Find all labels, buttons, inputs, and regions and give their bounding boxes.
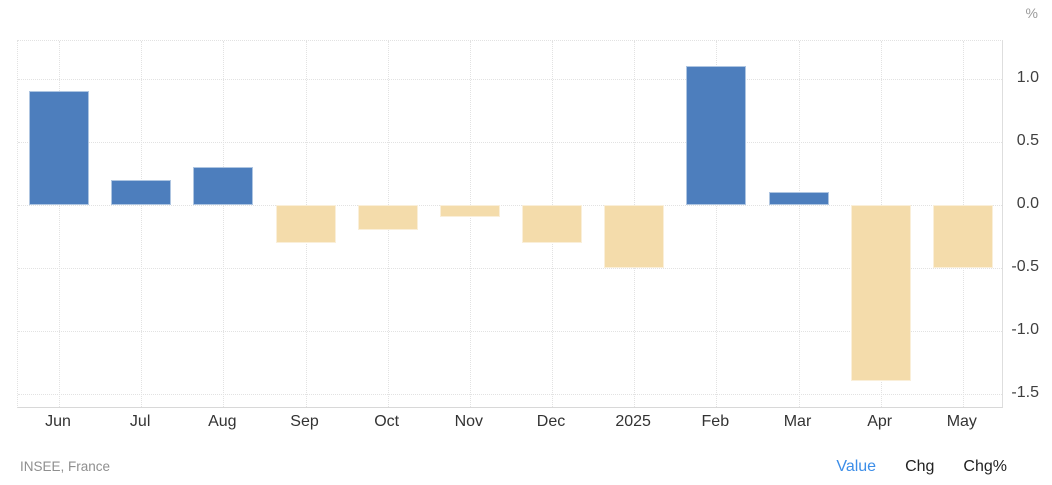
horizontal-gridline: [18, 78, 1002, 80]
y-axis-tick-label: 0.0: [1016, 194, 1039, 212]
horizontal-gridline: [18, 330, 1002, 332]
vertical-gridline: [59, 41, 61, 407]
x-axis-tick-label: Apr: [867, 413, 893, 430]
vertical-gridline: [716, 41, 718, 407]
chart-bar-2025[interactable]: [604, 204, 665, 268]
y-axis-tick-label: -0.5: [1011, 257, 1039, 275]
x-axis-tick-label: Sep: [290, 413, 319, 430]
chart-bar-dec[interactable]: [522, 204, 583, 243]
tab-value[interactable]: Value: [836, 458, 877, 475]
tab-chg[interactable]: Chg: [905, 458, 935, 475]
horizontal-gridline: [18, 267, 1002, 269]
chart-bar-jul[interactable]: [111, 179, 172, 205]
chart-bar-may[interactable]: [932, 204, 993, 268]
y-axis-tick-label: 1.0: [1016, 68, 1039, 86]
horizontal-gridline: [18, 141, 1002, 143]
chart-mode-tabs: Value Chg Chg%: [836, 458, 1007, 476]
vertical-gridline: [141, 41, 143, 407]
chart-bar-jun[interactable]: [29, 91, 90, 205]
x-axis-tick-label: Nov: [454, 413, 484, 430]
vertical-gridline: [798, 41, 800, 407]
x-axis-tick-label: Jun: [45, 413, 71, 430]
chart-bar-apr[interactable]: [850, 204, 911, 382]
vertical-gridline: [223, 41, 225, 407]
chart-bar-feb[interactable]: [686, 66, 747, 205]
y-axis-tick-label: -1.5: [1011, 383, 1039, 401]
tab-chg-percent[interactable]: Chg%: [963, 458, 1007, 475]
horizontal-gridline: [18, 204, 1002, 206]
x-axis-tick-label: Jul: [129, 413, 151, 430]
chart-bar-nov[interactable]: [439, 204, 500, 218]
vertical-gridline: [469, 41, 471, 407]
chart-bar-oct[interactable]: [357, 204, 418, 231]
x-axis-tick-label: Mar: [783, 413, 812, 430]
y-axis-tick-label: -1.0: [1011, 320, 1039, 338]
horizontal-gridline: [18, 393, 1002, 395]
x-axis-tick-label: Aug: [208, 413, 237, 430]
x-axis-tick-label: Oct: [374, 413, 400, 430]
source-attribution: INSEE, France: [20, 459, 111, 474]
chart-bar-mar[interactable]: [768, 192, 829, 205]
y-axis-unit-label: %: [1025, 5, 1038, 21]
x-axis-tick-label: Feb: [701, 413, 730, 430]
x-axis-tick-label: Dec: [536, 413, 566, 430]
x-axis-tick-label: May: [946, 413, 977, 430]
plot-area: [17, 40, 1003, 408]
chart-bar-aug[interactable]: [193, 167, 254, 205]
chart-bar-sep[interactable]: [275, 204, 336, 243]
y-axis-tick-label: 0.5: [1016, 131, 1039, 149]
x-axis-tick-label: 2025: [615, 413, 651, 430]
